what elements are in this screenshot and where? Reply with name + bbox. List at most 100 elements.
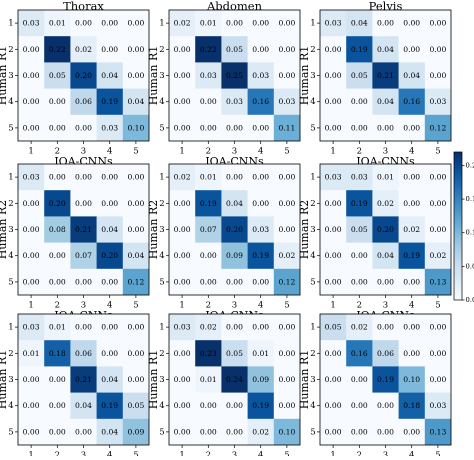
y-tick-label: 2 (159, 349, 164, 359)
cell-value-label: 0.20 (226, 225, 243, 234)
y-tick-label: 2 (8, 349, 13, 359)
cell-value-label: 0.00 (429, 375, 446, 384)
cell-value-label: 0.00 (377, 123, 394, 132)
cell-value-label: 0.00 (377, 277, 394, 286)
cell-value-label: 0.00 (351, 427, 368, 436)
cell-value-label: 0.00 (351, 375, 368, 384)
cell-value-label: 0.00 (200, 251, 217, 260)
cell-value-label: 0.02 (429, 251, 446, 260)
cell-value-label: 0.00 (252, 277, 269, 286)
x-tick-label: 2 (206, 451, 211, 457)
cell-value-label: 0.20 (49, 199, 66, 208)
cell-value-label: 0.03 (200, 71, 217, 80)
cell-value-label: 0.19 (351, 199, 368, 208)
cell-value-label: 0.00 (174, 97, 191, 106)
x-tick-label: 1 (330, 301, 335, 311)
cell-value-label: 0.19 (377, 375, 394, 384)
cell-value-label: 0.13 (429, 277, 446, 286)
y-tick-label: 5 (310, 427, 315, 437)
cell-value-label: 0.00 (101, 173, 118, 182)
y-tick-label: 3 (310, 71, 315, 81)
y-tick-label: 4 (310, 251, 315, 261)
cell-value-label: 0.00 (174, 251, 191, 260)
cell-value-label: 0.00 (127, 375, 144, 384)
cell-value-label: 0.03 (174, 323, 191, 332)
cell-value-label: 0.00 (377, 427, 394, 436)
cell-value-label: 0.00 (403, 277, 420, 286)
cell-value-label: 0.00 (403, 123, 420, 132)
cell-value-label: 0.00 (200, 97, 217, 106)
cell-value-label: 0.00 (226, 277, 243, 286)
cell-value-label: 0.20 (75, 71, 92, 80)
cell-value-label: 0.00 (252, 173, 269, 182)
cell-value-label: 0.04 (101, 225, 118, 234)
cell-value-label: 0.00 (23, 427, 40, 436)
cell-value-label: 0.00 (127, 45, 144, 54)
y-tick-label: 1 (310, 173, 315, 183)
x-tick-label: 5 (284, 451, 289, 457)
cell-value-label: 0.00 (127, 19, 144, 28)
cell-value-label: 0.03 (325, 173, 342, 182)
colorbar-tick-label: 0.10 (466, 229, 474, 237)
y-axis-label: Human R1 (298, 350, 311, 410)
cell-value-label: 0.19 (101, 97, 118, 106)
cell-value-label: 0.00 (127, 173, 144, 182)
x-tick-label: 1 (28, 451, 33, 457)
y-axis-label: Human R1 (147, 46, 160, 106)
cell-value-label: 0.00 (23, 97, 40, 106)
cell-value-label: 0.03 (23, 19, 40, 28)
cell-value-label: 0.19 (200, 199, 217, 208)
cell-value-label: 0.00 (226, 123, 243, 132)
y-tick-label: 1 (159, 19, 164, 29)
cell-value-label: 0.22 (200, 45, 217, 54)
cell-value-label: 0.03 (252, 71, 269, 80)
cell-value-label: 0.12 (127, 277, 144, 286)
cell-value-label: 0.00 (429, 71, 446, 80)
y-tick-label: 4 (8, 251, 13, 261)
cell-value-label: 0.03 (429, 97, 446, 106)
x-tick-label: 5 (284, 147, 289, 157)
cell-value-label: 0.04 (377, 97, 394, 106)
cell-value-label: 0.00 (174, 349, 191, 358)
cell-value-label: 0.00 (278, 401, 295, 410)
cell-value-label: 0.09 (226, 251, 243, 260)
cell-value-label: 0.00 (403, 45, 420, 54)
x-tick-label: 5 (284, 301, 289, 311)
y-tick-label: 3 (159, 225, 164, 235)
cell-value-label: 0.18 (49, 349, 66, 358)
cell-value-label: 0.12 (429, 123, 446, 132)
y-tick-label: 2 (8, 45, 13, 55)
cell-value-label: 0.00 (377, 323, 394, 332)
cell-value-label: 0.00 (429, 19, 446, 28)
cell-value-label: 0.01 (200, 173, 217, 182)
y-tick-label: 1 (159, 173, 164, 183)
x-tick-label: 1 (330, 147, 335, 157)
cell-value-label: 0.00 (23, 45, 40, 54)
cell-value-label: 0.00 (75, 323, 92, 332)
cell-value-label: 0.00 (278, 71, 295, 80)
y-tick-label: 5 (159, 123, 164, 133)
cell-value-label: 0.00 (174, 123, 191, 132)
cell-value-label: 0.00 (252, 45, 269, 54)
cell-value-label: 0.00 (278, 349, 295, 358)
cell-value-label: 0.00 (174, 45, 191, 54)
cell-value-label: 0.00 (325, 251, 342, 260)
cell-value-label: 0.09 (127, 427, 144, 436)
x-tick-label: 1 (179, 301, 184, 311)
y-tick-label: 4 (8, 97, 13, 107)
cell-value-label: 0.18 (403, 401, 420, 410)
cell-value-label: 0.00 (325, 45, 342, 54)
cell-value-label: 0.11 (278, 123, 295, 132)
cell-value-label: 0.00 (325, 199, 342, 208)
cell-value-label: 0.00 (49, 173, 66, 182)
x-tick-label: 1 (28, 147, 33, 157)
y-tick-label: 5 (8, 123, 13, 133)
cell-value-label: 0.00 (101, 45, 118, 54)
cell-value-label: 0.23 (200, 349, 217, 358)
cell-value-label: 0.00 (127, 349, 144, 358)
cell-value-label: 0.02 (403, 225, 420, 234)
cell-value-label: 0.02 (174, 173, 191, 182)
